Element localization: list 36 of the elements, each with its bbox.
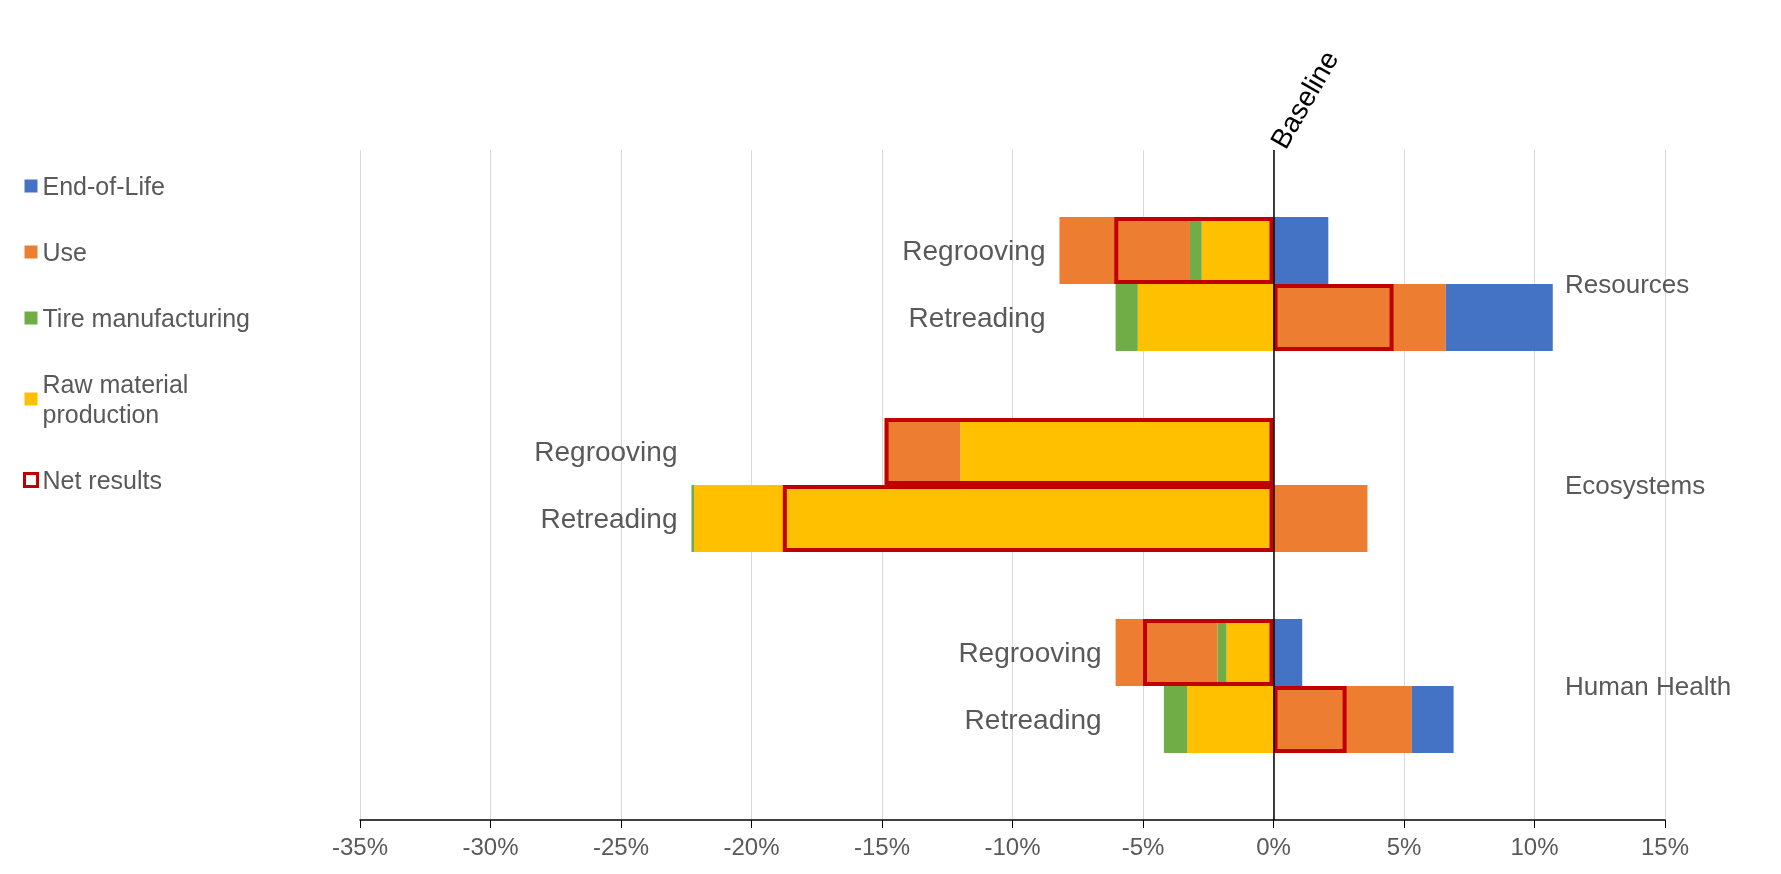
bar — [691, 485, 695, 552]
annotation: Human Health — [1565, 671, 1732, 701]
annotation: Ecosystems — [1565, 470, 1706, 500]
y-tick-label: Regrooving — [534, 436, 678, 467]
x-tick-label: -10% — [984, 832, 1041, 860]
legend-label: Tire manufacturing — [42, 304, 250, 332]
legend-label: End-of-Life — [42, 172, 165, 200]
x-tick-label: -20% — [723, 832, 780, 860]
bar — [1411, 686, 1454, 753]
legend-label: Net results — [42, 466, 162, 494]
bar — [1273, 217, 1329, 284]
x-tick-label: -30% — [462, 832, 519, 860]
y-tick-label: Retreading — [964, 704, 1102, 735]
x-tick-label: 10% — [1510, 832, 1559, 860]
bar — [1137, 284, 1274, 351]
legend-label: Raw material production — [42, 370, 196, 428]
y-tick-label: Regrooving — [902, 235, 1046, 266]
y-tick-label: Regrooving — [958, 637, 1102, 668]
x-tick-label: -15% — [853, 832, 911, 860]
bar — [1059, 217, 1190, 284]
x-tick-label: 15% — [1640, 832, 1690, 860]
x-tick-label: 0% — [1256, 832, 1291, 860]
x-tick-label: -5% — [1121, 832, 1165, 860]
bar — [1187, 686, 1274, 753]
x-tick-label: 5% — [1386, 832, 1422, 860]
bar — [1273, 619, 1303, 686]
bar — [1115, 284, 1138, 351]
x-tick-label: -25% — [592, 832, 650, 860]
y-tick-label: Retreading — [540, 503, 678, 534]
bar — [1273, 485, 1368, 552]
y-tick-label: Retreading — [908, 302, 1046, 333]
bar — [1163, 686, 1188, 753]
bar — [1445, 284, 1553, 351]
annotation: Resources — [1565, 269, 1690, 299]
legend-label: Use — [42, 238, 87, 266]
x-tick-label: -35% — [331, 832, 389, 860]
